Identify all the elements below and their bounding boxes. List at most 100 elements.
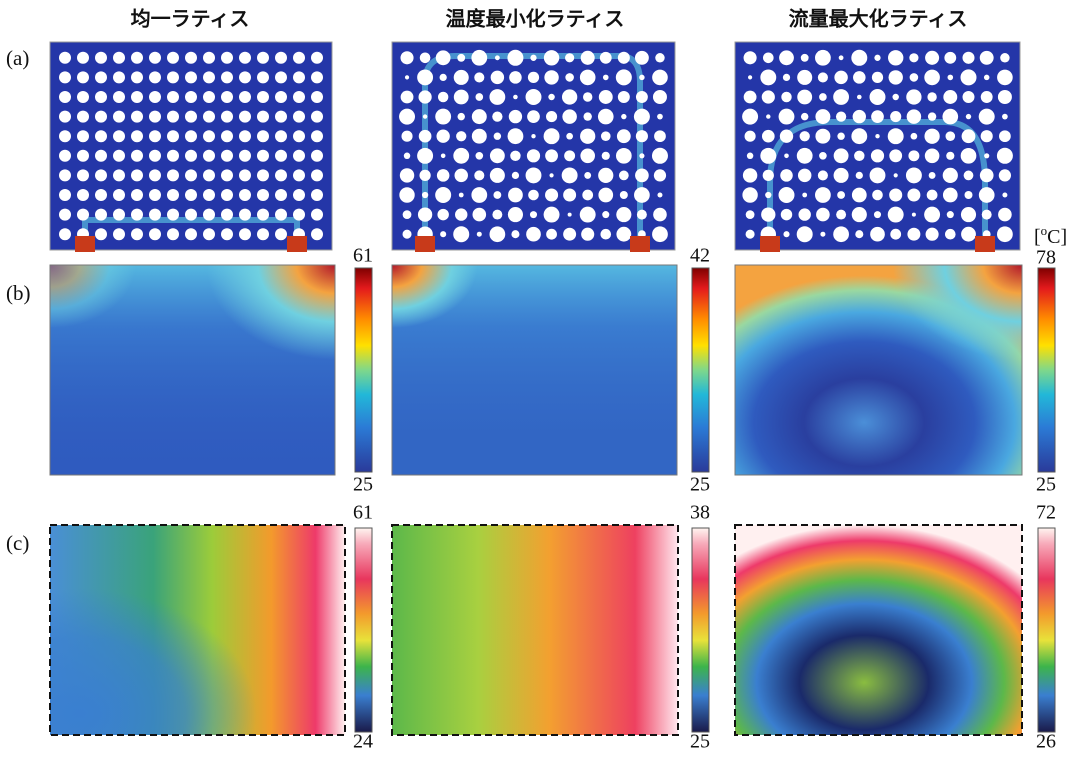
- lattice-pore: [781, 92, 791, 102]
- inlet: [75, 236, 95, 252]
- lattice-pore: [508, 207, 523, 222]
- lattice-pore: [562, 89, 577, 104]
- lattice-pore: [924, 129, 939, 144]
- lattice-pore: [167, 130, 179, 142]
- lattice-pore: [929, 172, 936, 179]
- lattice-pore: [746, 210, 755, 219]
- colorbar-min: 25: [353, 474, 373, 496]
- lattice-pore: [566, 133, 573, 140]
- inlet: [975, 236, 995, 252]
- lattice-pore: [185, 209, 197, 221]
- lattice-pore: [528, 72, 539, 83]
- lattice-pore: [95, 189, 107, 201]
- lattice-pore: [598, 109, 614, 125]
- lattice-pore: [203, 111, 215, 123]
- lattice-pore: [943, 168, 958, 183]
- lattice-pore: [167, 52, 179, 64]
- lattice-pore: [781, 209, 792, 220]
- lattice-pore: [946, 131, 956, 141]
- lattice-pore: [311, 52, 323, 64]
- lattice-pore: [836, 210, 846, 220]
- lattice-pore: [494, 132, 501, 139]
- lattice-pore: [600, 229, 611, 240]
- lattice-pore: [113, 91, 125, 103]
- lattice-pore: [257, 111, 269, 123]
- lattice-pore: [311, 111, 323, 123]
- lattice-pore: [871, 149, 884, 162]
- lattice-pore: [490, 168, 505, 183]
- lattice-pore: [131, 111, 143, 123]
- lattice-pore: [113, 189, 125, 201]
- lattice-pore: [474, 170, 484, 180]
- lattice-pore: [927, 92, 936, 101]
- lattice-pore: [981, 130, 993, 142]
- lattice-pore: [549, 173, 553, 177]
- lattice-pore: [149, 228, 161, 240]
- lattice-pore: [526, 167, 542, 183]
- lattice-pore: [293, 150, 305, 162]
- lattice-pore: [457, 54, 465, 62]
- lattice-pore: [239, 52, 251, 64]
- lattice-pore: [59, 209, 71, 221]
- lattice-pore: [654, 130, 666, 142]
- lattice-pore: [783, 231, 789, 237]
- lattice-pore: [584, 172, 591, 179]
- panel-b2: [392, 265, 677, 475]
- lattice-pore: [598, 188, 613, 203]
- colorbar-max: 42: [690, 245, 710, 267]
- lattice-pore: [293, 209, 305, 221]
- lattice-pore: [545, 188, 558, 201]
- lattice-pore: [872, 190, 883, 201]
- lattice-pore: [185, 71, 197, 83]
- panel-b3: [735, 265, 1022, 475]
- lattice-pore: [765, 192, 771, 198]
- lattice-pore: [167, 91, 179, 103]
- lattice-pore: [639, 153, 644, 158]
- lattice-pore: [562, 109, 577, 124]
- lattice-pore: [471, 187, 487, 203]
- lattice-pore: [477, 232, 482, 237]
- inlet: [760, 236, 780, 252]
- lattice-pore: [59, 71, 71, 83]
- lattice-pore: [221, 150, 233, 162]
- lattice-pore: [635, 169, 649, 183]
- colorbar: [692, 528, 709, 732]
- lattice-pore: [961, 148, 977, 164]
- lattice-pore: [565, 73, 574, 82]
- lattice-pore: [440, 231, 446, 237]
- lattice-pore: [203, 209, 215, 221]
- lattice-pore: [942, 109, 958, 125]
- lattice-pore: [948, 75, 954, 81]
- lattice-pore: [984, 75, 990, 81]
- row-label: (c): [6, 531, 29, 555]
- lattice-pore: [962, 52, 974, 64]
- lattice-pore: [311, 169, 323, 181]
- lattice-pore: [946, 152, 954, 160]
- lattice-pore: [926, 228, 939, 241]
- lattice-pore: [113, 130, 125, 142]
- lattice-pore: [149, 52, 161, 64]
- colorbar-max: 61: [353, 245, 373, 267]
- lattice-pore: [779, 187, 795, 203]
- lattice-pore: [763, 170, 774, 181]
- lattice-pore: [581, 228, 594, 241]
- lattice-pore: [239, 91, 251, 103]
- unit-label: [oC]: [1034, 223, 1067, 248]
- lattice-pore: [77, 111, 89, 123]
- lattice-pore: [436, 130, 449, 143]
- lattice-pore: [113, 228, 125, 240]
- lattice-pore: [947, 211, 954, 218]
- lattice-pore: [440, 74, 447, 81]
- lattice-pore: [400, 51, 413, 64]
- lattice-pore: [203, 228, 215, 240]
- lattice-pore: [979, 109, 995, 125]
- lattice-pore: [401, 91, 414, 104]
- lattice-pore: [799, 208, 811, 220]
- lattice-pore: [203, 189, 215, 201]
- lattice-pore: [149, 111, 161, 123]
- lattice-pore: [657, 193, 662, 198]
- colorbar: [355, 268, 372, 472]
- lattice-pore: [906, 167, 922, 183]
- lattice-pore: [603, 75, 609, 81]
- lattice-pore: [113, 111, 125, 123]
